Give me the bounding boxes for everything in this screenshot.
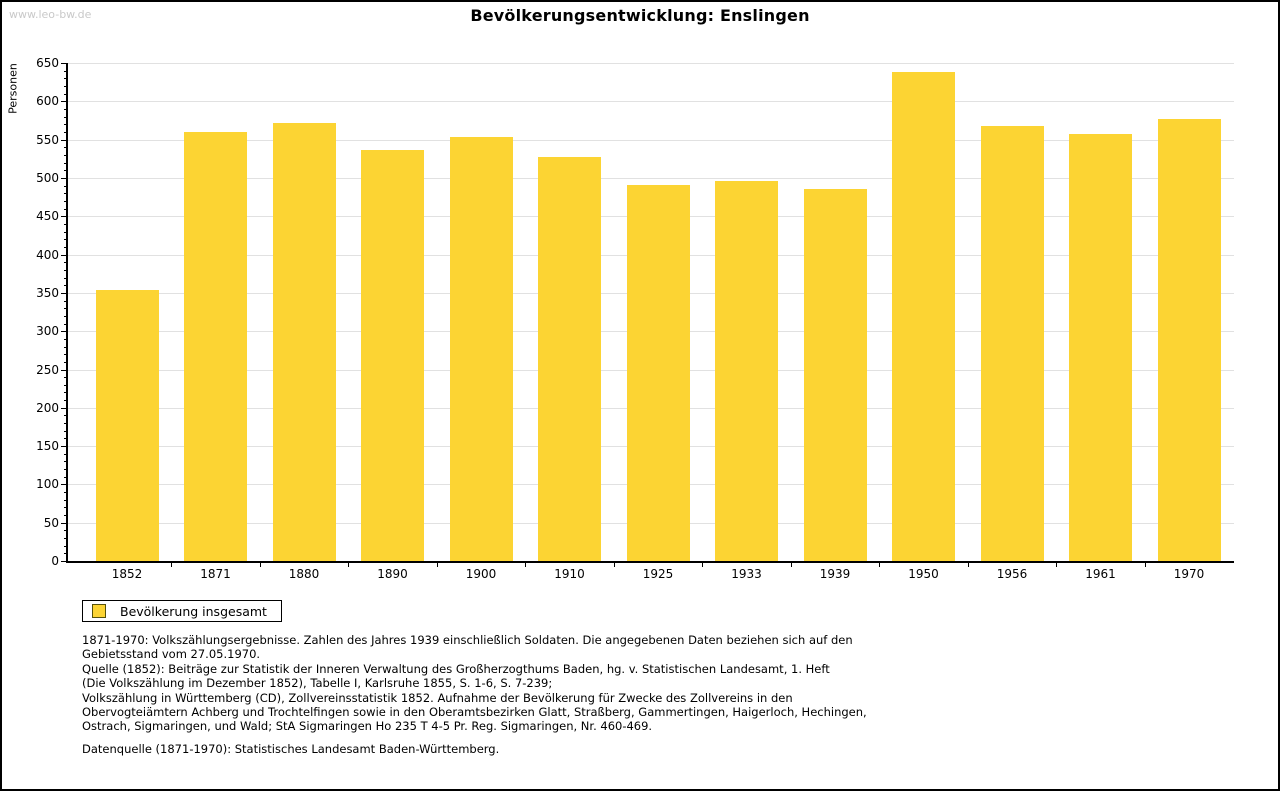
x-boundary-tick — [171, 562, 173, 567]
footnote-line: (Die Volkszählung im Dezember 1852), Tab… — [82, 676, 553, 691]
x-boundary-tick — [1144, 562, 1146, 567]
x-tick-label: 1925 — [642, 567, 674, 581]
y-major-tick — [61, 369, 68, 371]
y-tick-label: 200 — [36, 400, 59, 415]
bar-1852 — [95, 289, 159, 561]
x-tick-label: 1900 — [465, 567, 497, 581]
bar-1933 — [715, 181, 778, 561]
bar-1880 — [272, 122, 336, 561]
x-boundary-tick — [1056, 562, 1058, 567]
bar-1910 — [538, 156, 601, 561]
x-boundary-tick — [967, 562, 969, 567]
x-boundary-tick — [259, 562, 261, 567]
footnote-line: Volkszählung in Württemberg (CD), Zollve… — [82, 690, 793, 705]
x-boundary-tick — [436, 562, 438, 567]
y-major-tick — [61, 254, 68, 256]
x-boundary-tick — [613, 562, 615, 567]
legend: Bevölkerung insgesamt — [82, 600, 282, 622]
plot-area: Personen 0 50 100 150 200 250 300 350 400 450 500 5… — [2, 2, 1278, 602]
footnotes: 1871-1970: Volkszählungsergebnisse. Zahl… — [82, 633, 867, 734]
y-tick-label: 400 — [36, 247, 59, 262]
datasource-note: Datenquelle (1871-1970): Statistisches L… — [82, 742, 500, 756]
y-major-tick — [61, 63, 68, 64]
bar-1939 — [803, 188, 867, 561]
y-tick-label: 150 — [36, 439, 59, 454]
y-tick-label: 600 — [36, 94, 59, 109]
y-major-tick — [61, 331, 68, 333]
bar-1970 — [1157, 118, 1221, 561]
y-tick-label: 100 — [36, 477, 59, 492]
gridline — [68, 101, 1234, 103]
bar-1900 — [449, 137, 513, 561]
footnote-line: Gebietsstand vom 27.05.1970. — [82, 647, 261, 662]
y-tick-label: 0 — [51, 554, 59, 568]
gridline — [68, 139, 1234, 141]
bar-1890 — [361, 150, 424, 561]
x-tick-label: 1939 — [819, 567, 851, 581]
x-tick-label: 1956 — [996, 567, 1028, 581]
footnote-line: Quelle (1852): Beiträge zur Statistik de… — [82, 661, 830, 676]
x-tick-label: 1871 — [200, 567, 231, 581]
y-tick-label: 350 — [36, 285, 59, 300]
x-tick-label: 1880 — [288, 567, 320, 581]
x-tick-label: 1950 — [908, 567, 939, 581]
x-tick-label: 1910 — [554, 567, 585, 581]
y-major-tick — [61, 216, 68, 218]
y-tick-label: 650 — [36, 56, 59, 70]
legend-swatch-icon — [92, 604, 106, 618]
bar-1950 — [892, 72, 955, 561]
gridline — [68, 63, 1234, 64]
y-tick-label: 500 — [36, 170, 59, 185]
bar-1961 — [1069, 133, 1132, 561]
gridline — [68, 177, 1234, 179]
y-major-tick — [61, 407, 68, 409]
y-tick-label: 300 — [36, 324, 59, 339]
page-title: Bevölkerungsentwicklung: Enslingen — [470, 6, 810, 25]
y-major-tick — [61, 446, 68, 448]
y-tick-label: 250 — [36, 362, 59, 377]
x-tick-label: 1852 — [111, 567, 143, 581]
y-tick-label: 50 — [43, 515, 59, 530]
bar-1871 — [184, 132, 247, 561]
bar-1956 — [980, 125, 1044, 561]
watermark: www.leo-bw.de — [9, 8, 92, 21]
y-major-tick — [61, 101, 68, 103]
y-major-tick — [61, 561, 68, 562]
y-major-tick — [61, 292, 68, 294]
bar-1925 — [626, 184, 690, 561]
x-boundary-tick — [879, 562, 881, 567]
x-boundary-tick — [702, 562, 704, 567]
x-tick-label: 1970 — [1173, 567, 1205, 581]
footnote-line: Ostrach, Sigmaringen, und Wald; StA Sigm… — [82, 719, 653, 734]
y-major-tick — [61, 522, 68, 524]
y-tick-label: 550 — [36, 132, 59, 147]
x-tick-label: 1933 — [731, 567, 762, 581]
legend-label: Bevölkerung insgesamt — [120, 603, 267, 619]
y-axis-line — [66, 63, 68, 563]
x-boundary-tick — [790, 562, 792, 567]
x-axis-line — [66, 561, 1234, 563]
footnote-line: Obervogteiämtern Achberg und Trochtelfin… — [82, 705, 867, 720]
x-tick-label: 1890 — [377, 567, 408, 581]
footnote-line: 1871-1970: Volkszählungsergebnisse. Zahl… — [82, 633, 853, 647]
y-major-tick — [61, 484, 68, 486]
x-boundary-tick — [525, 562, 527, 567]
x-tick-label: 1961 — [1085, 567, 1116, 581]
y-major-tick — [61, 139, 68, 141]
y-tick-label: 450 — [36, 209, 59, 224]
y-major-tick — [61, 177, 68, 179]
x-boundary-tick — [348, 562, 350, 567]
